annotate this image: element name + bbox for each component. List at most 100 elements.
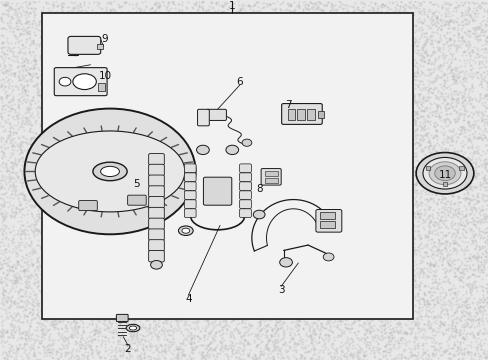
Point [281, 124, 288, 130]
Point [424, 325, 431, 330]
Point [468, 25, 476, 31]
Point [134, 60, 142, 66]
Point [258, 266, 266, 271]
Point [305, 269, 312, 274]
Point [32, 130, 40, 136]
Point [179, 58, 187, 64]
Point [375, 213, 383, 219]
Point [9, 183, 17, 189]
Point [11, 139, 19, 145]
Point [60, 282, 68, 288]
Point [409, 108, 417, 114]
Point [172, 31, 180, 37]
Point [398, 330, 406, 336]
Point [8, 280, 16, 285]
Point [331, 60, 339, 66]
Point [400, 7, 408, 13]
Point [327, 27, 335, 33]
Point [248, 120, 256, 125]
Point [341, 136, 348, 142]
Point [319, 94, 326, 100]
Point [180, 318, 187, 324]
Point [12, 161, 20, 167]
Point [51, 170, 59, 176]
Point [143, 196, 151, 202]
Point [242, 240, 249, 246]
Point [320, 111, 327, 117]
Point [50, 172, 58, 177]
Point [411, 5, 419, 11]
Point [87, 110, 95, 116]
Point [196, 82, 204, 88]
Point [444, 62, 452, 68]
Point [93, 143, 101, 148]
Point [5, 61, 13, 67]
Point [105, 183, 113, 188]
Point [220, 126, 227, 132]
Point [360, 338, 368, 343]
Point [227, 314, 235, 320]
Point [433, 94, 441, 99]
Point [351, 98, 359, 104]
Point [371, 70, 379, 76]
Point [40, 145, 47, 151]
Point [288, 176, 296, 182]
Point [385, 300, 392, 305]
Point [117, 104, 125, 110]
Point [244, 87, 252, 93]
Point [457, 95, 465, 101]
Point [88, 224, 96, 230]
Point [73, 194, 81, 200]
Point [343, 346, 351, 352]
Point [419, 270, 427, 276]
Point [343, 29, 350, 35]
Point [18, 191, 26, 197]
Point [346, 271, 354, 277]
Point [452, 72, 460, 77]
Point [73, 85, 81, 90]
Point [330, 298, 338, 304]
Point [292, 116, 300, 122]
Point [468, 122, 475, 127]
Point [105, 81, 113, 86]
Point [145, 170, 153, 176]
Point [203, 149, 211, 155]
Point [342, 218, 350, 224]
Point [398, 156, 406, 161]
Point [144, 86, 152, 92]
Point [62, 160, 70, 166]
Point [59, 33, 67, 39]
Point [409, 250, 417, 256]
Point [279, 163, 286, 169]
Point [230, 267, 238, 273]
Point [204, 277, 212, 283]
Point [385, 146, 392, 152]
Point [320, 247, 327, 252]
Point [131, 45, 139, 51]
Point [289, 112, 297, 118]
Point [301, 41, 309, 47]
Point [417, 21, 425, 26]
Point [69, 63, 77, 69]
Point [444, 298, 451, 304]
Point [424, 319, 432, 325]
Point [237, 1, 245, 7]
Point [128, 260, 136, 266]
Point [235, 44, 243, 50]
Point [398, 279, 406, 285]
Point [109, 252, 117, 257]
Point [216, 347, 224, 352]
Point [65, 189, 73, 194]
Point [118, 266, 125, 272]
Point [339, 250, 346, 256]
Point [432, 44, 440, 50]
Point [175, 49, 183, 55]
Point [218, 344, 226, 350]
Point [141, 53, 149, 59]
Point [116, 206, 123, 212]
Point [118, 331, 126, 337]
Point [268, 0, 276, 6]
Point [436, 129, 444, 135]
Point [7, 6, 15, 12]
Point [293, 143, 301, 149]
